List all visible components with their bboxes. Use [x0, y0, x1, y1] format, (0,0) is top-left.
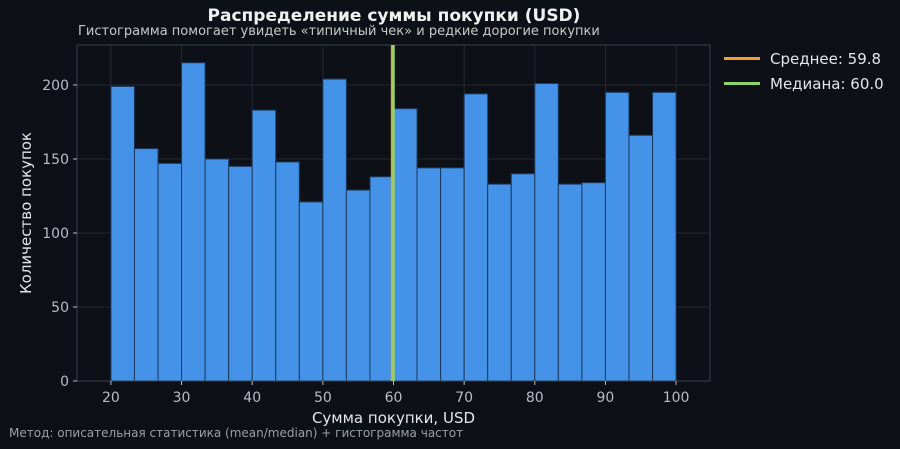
histogram-bar	[652, 91, 677, 382]
histogram-bar	[110, 85, 135, 382]
chart-subtitle: Гистограмма помогает увидеть «типичный ч…	[78, 24, 600, 39]
histogram-bar	[534, 82, 559, 382]
y-tick-label: 150	[42, 152, 69, 168]
histogram-bar	[157, 162, 183, 382]
mean-line-swatch	[724, 57, 760, 60]
histogram-bar	[416, 167, 442, 382]
x-axis-label: Сумма покупки, USD	[312, 409, 475, 427]
x-tick-label: 70	[455, 390, 473, 406]
histogram-bar	[604, 91, 630, 382]
histogram-bar	[204, 158, 230, 382]
x-tick-label: 80	[526, 390, 544, 406]
legend: Среднее: 59.8 Медиана: 60.0	[724, 46, 884, 96]
legend-median-label: Медиана: 60.0	[770, 74, 884, 93]
histogram-bar	[510, 173, 536, 382]
x-tick-label: 60	[385, 390, 403, 406]
y-tick-label: 50	[51, 300, 69, 316]
histogram-bar	[251, 109, 277, 382]
y-tick-label: 100	[42, 226, 69, 242]
histogram-bar	[393, 108, 418, 382]
histogram-bar	[298, 201, 324, 382]
x-tick-label: 30	[173, 390, 191, 406]
histogram-bar	[628, 134, 654, 382]
histogram-bar	[581, 182, 606, 382]
histogram-bar	[322, 78, 347, 382]
histogram-bar	[463, 93, 489, 382]
chart-title: Распределение суммы покупки (USD)	[207, 6, 581, 26]
y-axis-label: Количество покупок	[17, 132, 35, 294]
histogram-bar	[345, 189, 371, 382]
histogram-bar	[440, 167, 465, 382]
histogram-bar	[133, 148, 159, 382]
legend-item-median: Медиана: 60.0	[724, 71, 884, 96]
x-tick-label: 50	[314, 390, 332, 406]
histogram-bar	[557, 183, 583, 382]
x-tick-label: 40	[243, 390, 261, 406]
histogram-bar	[369, 176, 395, 382]
legend-mean-label: Среднее: 59.8	[770, 49, 882, 68]
histogram-bar	[487, 183, 512, 382]
x-tick-label: 100	[663, 390, 690, 406]
y-tick-label: 200	[42, 78, 69, 94]
x-tick-label: 20	[102, 390, 120, 406]
method-footnote: Метод: описательная статистика (mean/med…	[9, 426, 464, 440]
legend-item-mean: Среднее: 59.8	[724, 46, 884, 71]
y-tick-label: 0	[60, 374, 69, 390]
x-tick-label: 90	[597, 390, 615, 406]
histogram-bar	[181, 62, 206, 382]
histogram-bar	[228, 165, 253, 382]
median-line-swatch	[724, 82, 760, 85]
histogram-bar	[275, 161, 300, 382]
